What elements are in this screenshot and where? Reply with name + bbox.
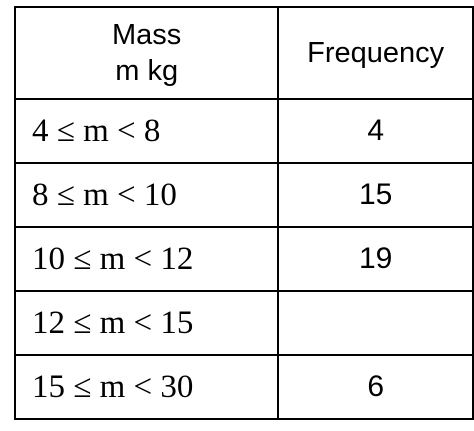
frequency-cell: 6 bbox=[277, 354, 474, 420]
frequency-cell: 15 bbox=[277, 162, 474, 228]
table-row: 10 ≤ m < 12 19 bbox=[13, 226, 474, 292]
frequency-cell bbox=[277, 290, 474, 356]
mass-interval: 4 ≤ m < 8 bbox=[13, 98, 280, 164]
mass-interval: 12 ≤ m < 15 bbox=[13, 290, 280, 356]
header-line: m kg bbox=[115, 55, 179, 87]
frequency-cell: 19 bbox=[277, 226, 474, 292]
header-line: Mass bbox=[112, 19, 182, 51]
header-row: Mass m kg Frequency bbox=[13, 6, 474, 100]
frequency-cell: 4 bbox=[277, 98, 474, 164]
mass-interval: 10 ≤ m < 12 bbox=[13, 226, 280, 292]
mass-interval: 8 ≤ m < 10 bbox=[13, 162, 280, 228]
table-row: 12 ≤ m < 15 bbox=[13, 290, 474, 356]
mass-header: Mass m kg bbox=[13, 6, 280, 100]
table-row: 15 ≤ m < 30 6 bbox=[13, 354, 474, 420]
table-row: 8 ≤ m < 10 15 bbox=[13, 162, 474, 228]
mass-interval: 15 ≤ m < 30 bbox=[13, 354, 280, 420]
frequency-header: Frequency bbox=[277, 6, 474, 100]
